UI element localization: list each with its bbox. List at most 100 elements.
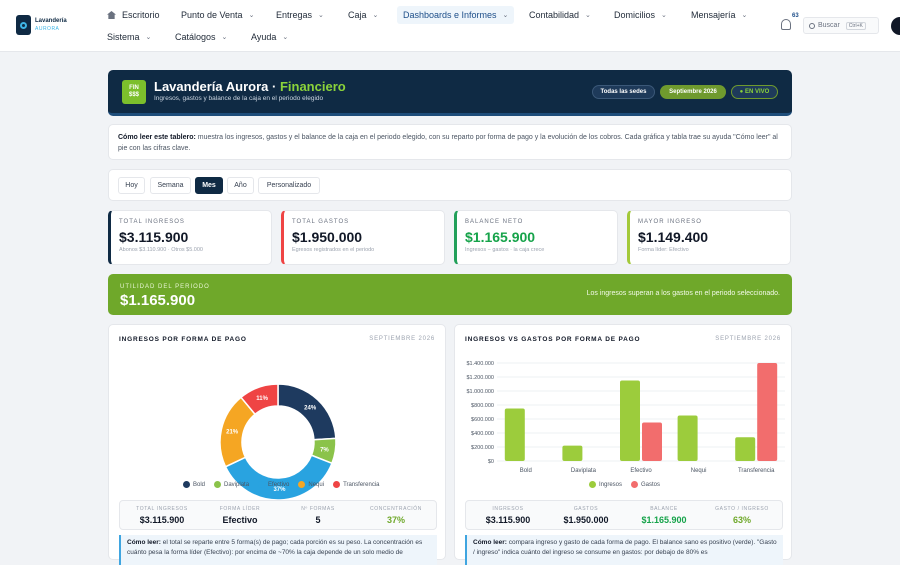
legend-item[interactable]: Transferencia [333, 481, 380, 488]
bar-ingresos-nequi[interactable] [677, 415, 698, 462]
pie-slice-transferencia[interactable] [239, 383, 279, 416]
chevron-down-icon: ⌄ [372, 12, 379, 19]
kpi-value: $1.149.400 [638, 229, 709, 245]
bar-ingresos-daviplata[interactable] [562, 445, 583, 461]
bar-ingresos-transferencia[interactable] [735, 437, 756, 461]
panel-title: INGRESOS POR FORMA DE PAGO [119, 336, 247, 343]
pie-chart: 24% 7% 37% 21% 11% [219, 383, 337, 501]
nav-escritorio[interactable]: Escritorio [107, 7, 160, 23]
period-semana[interactable]: Semana [150, 177, 191, 194]
stat-label: Nº FORMAS [301, 506, 335, 512]
nav-ayuda[interactable]: Ayuda ⌄ [251, 29, 288, 45]
x-tick-label: Nequi [691, 468, 707, 474]
nav-punto-de-venta[interactable]: Punto de Venta ⌄ [181, 7, 254, 23]
stat-value: Efectivo [222, 515, 258, 525]
nav-label: Domicilios [614, 10, 656, 20]
stat-label: INGRESOS [492, 506, 524, 512]
bar-read-help: Cómo leer: compara ingreso y gasto de ca… [465, 535, 783, 565]
dashboard-header: FIN $$$ Lavandería Aurora · Financiero I… [108, 70, 792, 116]
period-mes[interactable]: Mes [195, 177, 223, 194]
dashboard-help: Cómo leer este tablero: muestra los ingr… [108, 124, 792, 160]
kpi-sub: Forma líder: Efectivo [638, 247, 689, 253]
utilidad-value: $1.165.900 [120, 292, 196, 309]
y-tick-label: $0 [488, 459, 494, 465]
chevron-down-icon: ⌄ [318, 12, 324, 19]
y-tick-label: $400.000 [471, 431, 494, 437]
y-tick-label: $1.400.000 [466, 361, 494, 367]
panel-title: INGRESOS VS GASTOS POR FORMA DE PAGO [465, 336, 641, 343]
chevron-down-icon: ⌄ [741, 12, 748, 19]
bar-gastos-transferencia[interactable] [757, 363, 778, 461]
y-tick-label: $600.000 [471, 417, 494, 423]
bar-ingresos-bold[interactable] [504, 408, 525, 462]
legend-label: Nequi [308, 481, 325, 488]
x-tick-label: Transferencia [738, 468, 775, 474]
nav-label: Contabilidad [529, 10, 580, 20]
nav-label: Ayuda [251, 32, 277, 42]
nav-label: Sistema [107, 32, 140, 42]
chevron-down-icon: ⌄ [282, 34, 289, 41]
logo-icon [16, 15, 31, 35]
pie-slice-efectivo[interactable] [224, 454, 333, 501]
nav-entregas[interactable]: Entregas ⌄ [276, 7, 324, 23]
legend-label: Gastos [641, 481, 661, 488]
nav-domicilios[interactable]: Domicilios ⌄ [614, 7, 667, 23]
stat-value: 37% [386, 515, 405, 525]
pie-slice-label: 11% [256, 396, 268, 402]
nav-mensajeria[interactable]: Mensajería ⌄ [691, 7, 747, 23]
stat-label: GASTOS [573, 506, 599, 512]
y-tick-label: $1.000.000 [466, 389, 494, 395]
search-button[interactable]: Buscar Ctrl+K [803, 17, 879, 34]
legend-item[interactable]: Ingresos [589, 481, 622, 488]
bar-legend: Ingresos Gastos [589, 481, 660, 488]
kpi-label: TOTAL INGRESOS [119, 219, 185, 225]
nav-catalogos[interactable]: Catálogos ⌄ [175, 29, 227, 45]
pie-slice-label: 7% [320, 447, 329, 453]
sedes-filter[interactable]: Todas las sedes [592, 85, 655, 99]
chevron-down-icon: ⌄ [145, 34, 152, 41]
y-tick-label: $1.200.000 [466, 375, 494, 381]
live-badge: ● EN VIVO [731, 85, 778, 99]
kpi-sub: Ingresos − gastos · la caja crece [465, 247, 545, 253]
nav-dashboards[interactable]: Dashboards e Informes ⌄ [397, 6, 515, 24]
kpi-value: $1.950.000 [292, 229, 363, 245]
title-accent: Financiero [279, 79, 346, 94]
stat-value: $3.115.900 [485, 515, 531, 525]
period-hoy[interactable]: Hoy [118, 177, 145, 194]
period-ano[interactable]: Año [227, 177, 254, 194]
kpi-label: TOTAL GASTOS [292, 219, 350, 225]
nav-contabilidad[interactable]: Contabilidad ⌄ [529, 7, 591, 23]
nav-label: Dashboards e Informes [403, 10, 497, 20]
legend-label: Transferencia [343, 481, 380, 488]
pie-read-help: Cómo leer: el total se reparte entre 5 f… [119, 535, 437, 565]
bar-ingresos-efectivo[interactable] [620, 380, 640, 461]
utilidad-message: Los ingresos superan a los gastos en el … [586, 290, 780, 297]
legend-item[interactable]: Efectivo [258, 481, 289, 488]
avatar[interactable] [891, 17, 900, 35]
legend-item[interactable]: Gastos [631, 481, 660, 488]
search-label: Buscar [818, 22, 840, 29]
utilidad-banner: UTILIDAD DEL PERIODO $1.165.900 Los ingr… [108, 274, 792, 315]
help-text: muestra los ingresos, gastos y el balanc… [118, 134, 778, 152]
nav-sistema[interactable]: Sistema ⌄ [107, 29, 151, 45]
period-selector: Hoy Semana Mes Año Personalizado [108, 169, 792, 201]
kpi-balance-neto: BALANCE NETO $1.165.900 Ingresos − gasto… [454, 210, 618, 265]
legend-label: Ingresos [599, 481, 623, 488]
pie-slice-label: 37% [273, 487, 286, 493]
app-logo[interactable]: Lavandería AURORA [16, 15, 67, 35]
nav-caja[interactable]: Caja ⌄ [348, 7, 378, 23]
legend-item[interactable]: Nequi [298, 481, 324, 488]
legend-swatch [631, 481, 639, 488]
x-tick-label: Bold [520, 468, 532, 474]
stat-label: FORMA LÍDER [219, 506, 261, 512]
period-personalizado[interactable]: Personalizado [258, 177, 320, 194]
pie-slice-bold[interactable] [277, 383, 337, 441]
legend-item[interactable]: Bold [183, 481, 205, 488]
page-subtitle: Ingresos, gastos y balance de la caja en… [154, 95, 324, 102]
bar-gastos-efectivo[interactable] [642, 422, 662, 462]
x-tick-label: Daviplata [571, 468, 597, 474]
search-shortcut: Ctrl+K [845, 21, 866, 30]
notification-count: 63 [792, 13, 799, 19]
bell-icon[interactable] [781, 19, 791, 30]
legend-item[interactable]: Daviplata [214, 481, 249, 488]
